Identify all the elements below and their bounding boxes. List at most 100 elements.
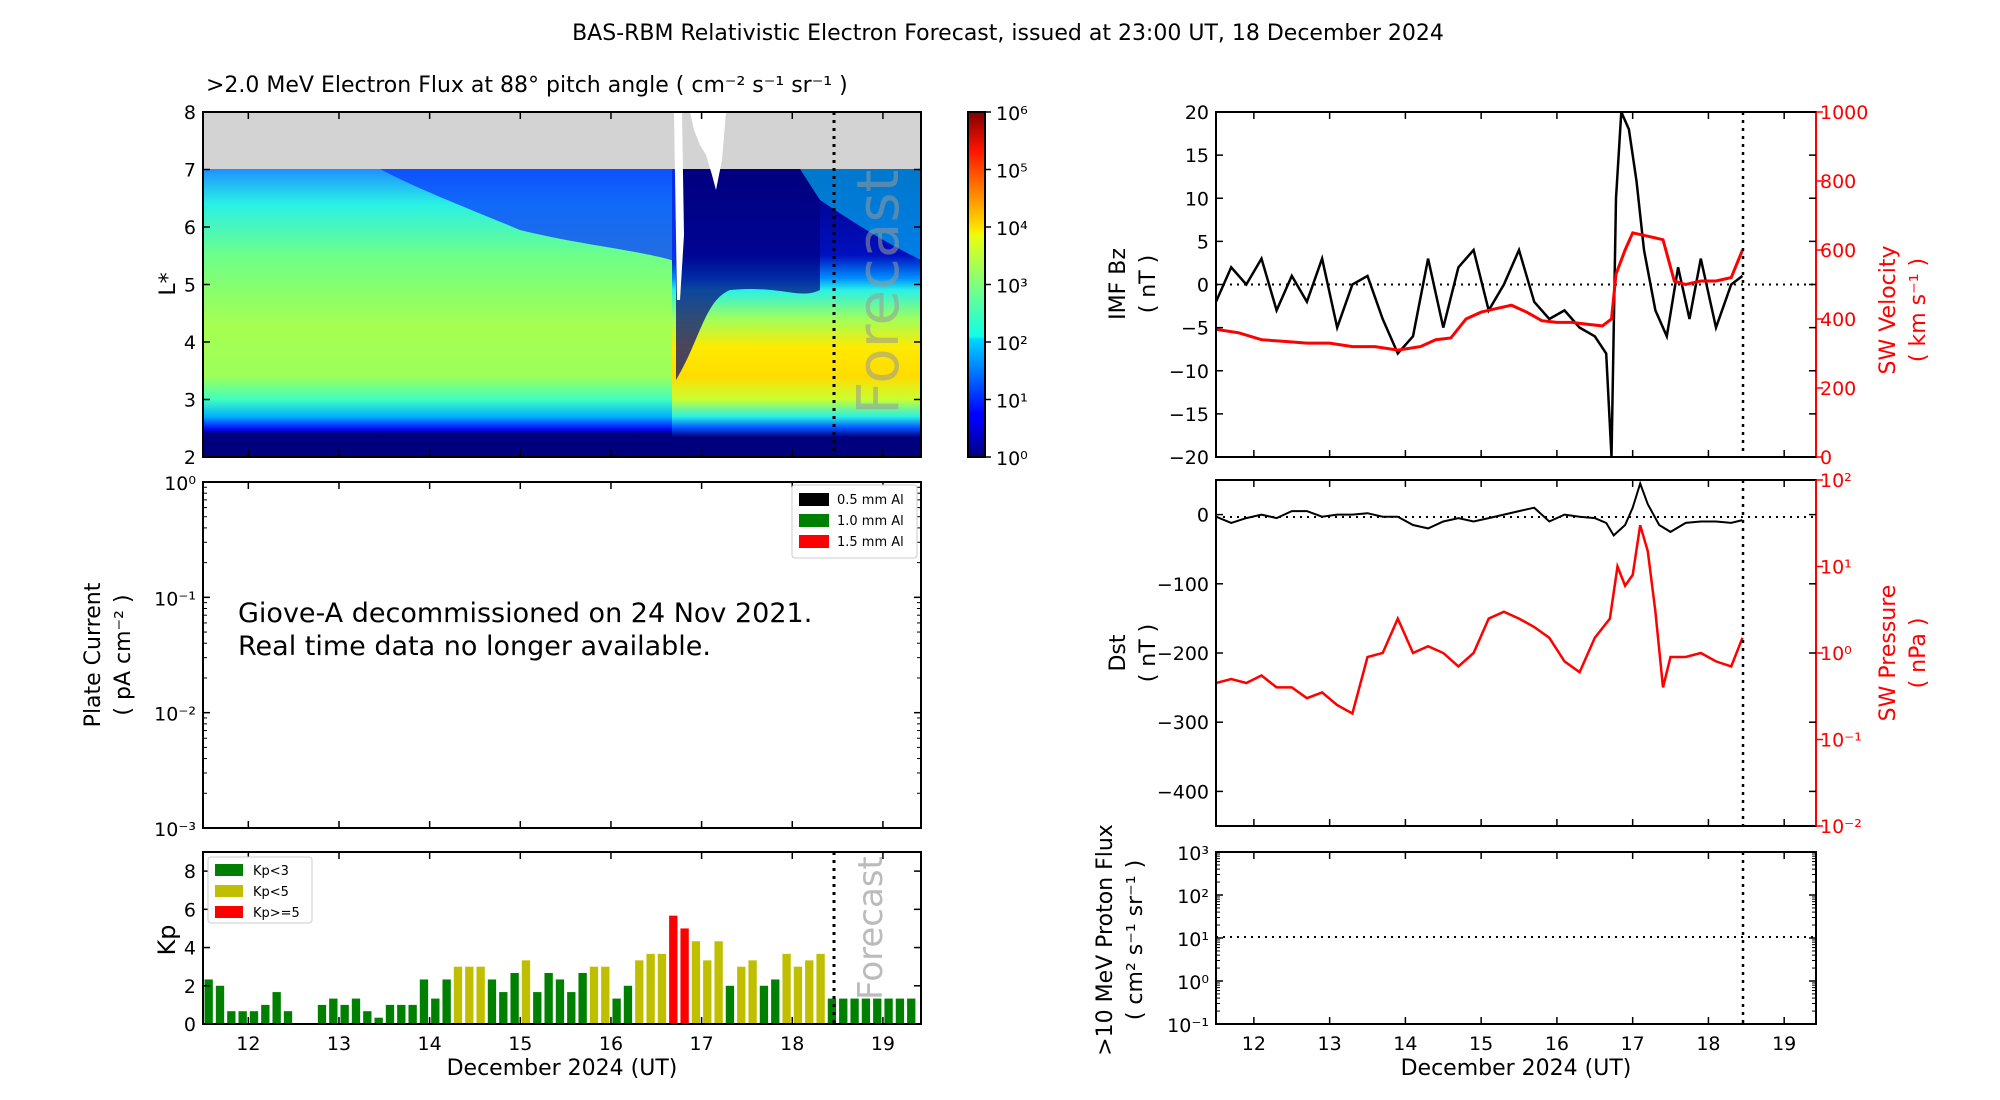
kp-bar bbox=[861, 998, 871, 1024]
kp-bar bbox=[465, 966, 474, 1024]
legend-swatch-red bbox=[799, 535, 829, 548]
kp-bar bbox=[397, 1004, 406, 1024]
imf-bz-line bbox=[1216, 112, 1744, 457]
bz-y-tick-label: 5 bbox=[1197, 231, 1209, 253]
colorbar-tick-label: 10⁶ bbox=[996, 103, 1028, 125]
kp-bar bbox=[385, 1004, 395, 1024]
kp-bar bbox=[816, 953, 825, 1024]
kp-bar bbox=[499, 992, 508, 1024]
kp-bar bbox=[204, 979, 213, 1024]
kp-bar bbox=[272, 992, 281, 1024]
legend-swatch-black bbox=[799, 493, 829, 506]
legend-label-2: 1.5 mm Al bbox=[837, 535, 904, 550]
kp-bar bbox=[510, 972, 519, 1024]
kp-bar bbox=[408, 1004, 417, 1024]
kp-bar bbox=[646, 953, 655, 1024]
electron-flux-panel: >2.0 MeV Electron Flux at 88° pitch angl… bbox=[156, 73, 1028, 470]
kp-bar bbox=[363, 1011, 372, 1024]
proton-flux-ylabel-units: ( cm² s⁻¹ sr⁻¹ ) bbox=[1123, 860, 1148, 1020]
legend-label-0: 0.5 mm Al bbox=[837, 493, 904, 508]
dst-y-tick-label: 0 bbox=[1197, 505, 1209, 527]
kp-legend-label-1: Kp<5 bbox=[253, 885, 289, 900]
proton-y-tick-label: 10⁰ bbox=[1177, 972, 1209, 994]
plate-current-legend: 0.5 mm Al 1.0 mm Al 1.5 mm Al bbox=[791, 484, 918, 559]
proton-x-tick-label: 16 bbox=[1545, 1033, 1569, 1055]
kp-bar bbox=[589, 966, 599, 1024]
kp-bar bbox=[748, 960, 757, 1024]
kp-bar bbox=[839, 998, 848, 1024]
plate-current-ylabel-units: ( pA cm⁻² ) bbox=[111, 594, 136, 715]
kp-y-tick-label: 0 bbox=[184, 1014, 196, 1036]
kp-legend-swatch-yellow bbox=[215, 885, 243, 897]
proton-x-tick-label: 17 bbox=[1621, 1033, 1645, 1055]
kp-bar bbox=[374, 1017, 383, 1024]
kp-bar bbox=[895, 998, 905, 1024]
kp-bar bbox=[759, 985, 769, 1024]
kp-bar bbox=[714, 941, 723, 1024]
kp-legend: Kp<3 Kp<5 Kp>=5 bbox=[207, 856, 313, 924]
plate-y-tick-label: 10⁻² bbox=[154, 704, 196, 726]
proton-y-tick-label: 10² bbox=[1177, 886, 1209, 908]
legend-swatch-green bbox=[799, 514, 829, 527]
proton-x-tick-label: 13 bbox=[1318, 1033, 1342, 1055]
no-data-region bbox=[203, 112, 921, 169]
kp-bar bbox=[850, 998, 859, 1024]
electron-flux-title: >2.0 MeV Electron Flux at 88° pitch angl… bbox=[206, 73, 848, 98]
kp-bar bbox=[782, 953, 791, 1024]
kp-y-tick-label: 4 bbox=[184, 938, 196, 960]
kp-x-tick-label: 15 bbox=[508, 1033, 532, 1055]
flux-y-tick-label: 5 bbox=[184, 275, 196, 297]
dst-ylabel-units: ( nT ) bbox=[1136, 624, 1161, 683]
kp-bar bbox=[544, 972, 553, 1024]
decommission-notice-line2: Real time data no longer available. bbox=[238, 631, 711, 662]
proton-x-tick-label: 15 bbox=[1469, 1033, 1493, 1055]
plate-y-tick-label: 10⁻³ bbox=[154, 819, 196, 841]
swp-y-tick-label: 10² bbox=[1820, 470, 1852, 492]
kp-bar bbox=[442, 979, 451, 1024]
kp-bar bbox=[431, 998, 440, 1024]
kp-legend-label-2: Kp>=5 bbox=[253, 906, 300, 921]
dst-y-tick-label: −100 bbox=[1157, 574, 1209, 596]
swp-y-tick-label: 10¹ bbox=[1820, 557, 1852, 579]
sw-pressure-ylabel-units: ( nPa ) bbox=[1906, 618, 1931, 689]
legend-label-1: 1.0 mm Al bbox=[837, 514, 904, 529]
kp-bar bbox=[329, 998, 338, 1024]
dst-y-tick-label: −300 bbox=[1157, 712, 1209, 734]
kp-bar bbox=[419, 979, 429, 1024]
proton-y-tick-label: 10³ bbox=[1177, 843, 1209, 865]
kp-bar bbox=[680, 928, 689, 1024]
kp-bar bbox=[827, 998, 837, 1024]
swv-y-tick-label: 200 bbox=[1820, 378, 1856, 400]
kp-xlabel: December 2024 (UT) bbox=[447, 1056, 678, 1081]
proton-y-tick-label: 10⁻¹ bbox=[1167, 1015, 1209, 1037]
dst-y-tick-label: −200 bbox=[1157, 643, 1209, 665]
swv-y-tick-label: 800 bbox=[1820, 171, 1856, 193]
colorbar-tick-label: 10⁰ bbox=[996, 448, 1028, 470]
swp-y-tick-label: 10⁻¹ bbox=[1820, 730, 1862, 752]
swv-y-tick-label: 600 bbox=[1820, 240, 1856, 262]
proton-y-tick-label: 10¹ bbox=[1177, 929, 1209, 951]
kp-y-tick-label: 6 bbox=[184, 899, 196, 921]
kp-panel: Forecast 0 2 4 6 8 12 13 14 15 16 17 18 19 Kp Decem… bbox=[153, 851, 922, 1081]
proton-xlabel: December 2024 (UT) bbox=[1401, 1056, 1632, 1081]
kp-bar bbox=[227, 1011, 236, 1024]
flux-y-tick-label: 4 bbox=[184, 332, 196, 354]
kp-bar bbox=[793, 966, 803, 1024]
kp-bar bbox=[907, 998, 916, 1024]
no-data-spike bbox=[674, 112, 684, 300]
plate-current-ylabel: Plate Current bbox=[81, 582, 106, 727]
colorbar-tick-label: 10⁵ bbox=[996, 161, 1028, 183]
swv-y-tick-label: 400 bbox=[1820, 309, 1856, 331]
decommission-notice-line1: Giove-A decommissioned on 24 Nov 2021. bbox=[238, 598, 812, 629]
bz-y-tick-label: −5 bbox=[1181, 318, 1209, 340]
colorbar-tick-label: 10¹ bbox=[996, 391, 1028, 413]
kp-legend-swatch-red bbox=[215, 906, 243, 918]
kp-bar bbox=[578, 972, 587, 1024]
plate-y-tick-label: 10⁻¹ bbox=[154, 588, 196, 610]
kp-bar bbox=[805, 960, 814, 1024]
swp-y-tick-label: 10⁰ bbox=[1820, 643, 1852, 665]
plate-y-tick-label: 10⁰ bbox=[164, 473, 196, 495]
proton-x-tick-label: 19 bbox=[1772, 1033, 1796, 1055]
kp-x-tick-label: 17 bbox=[690, 1033, 714, 1055]
kp-bar bbox=[453, 966, 463, 1024]
